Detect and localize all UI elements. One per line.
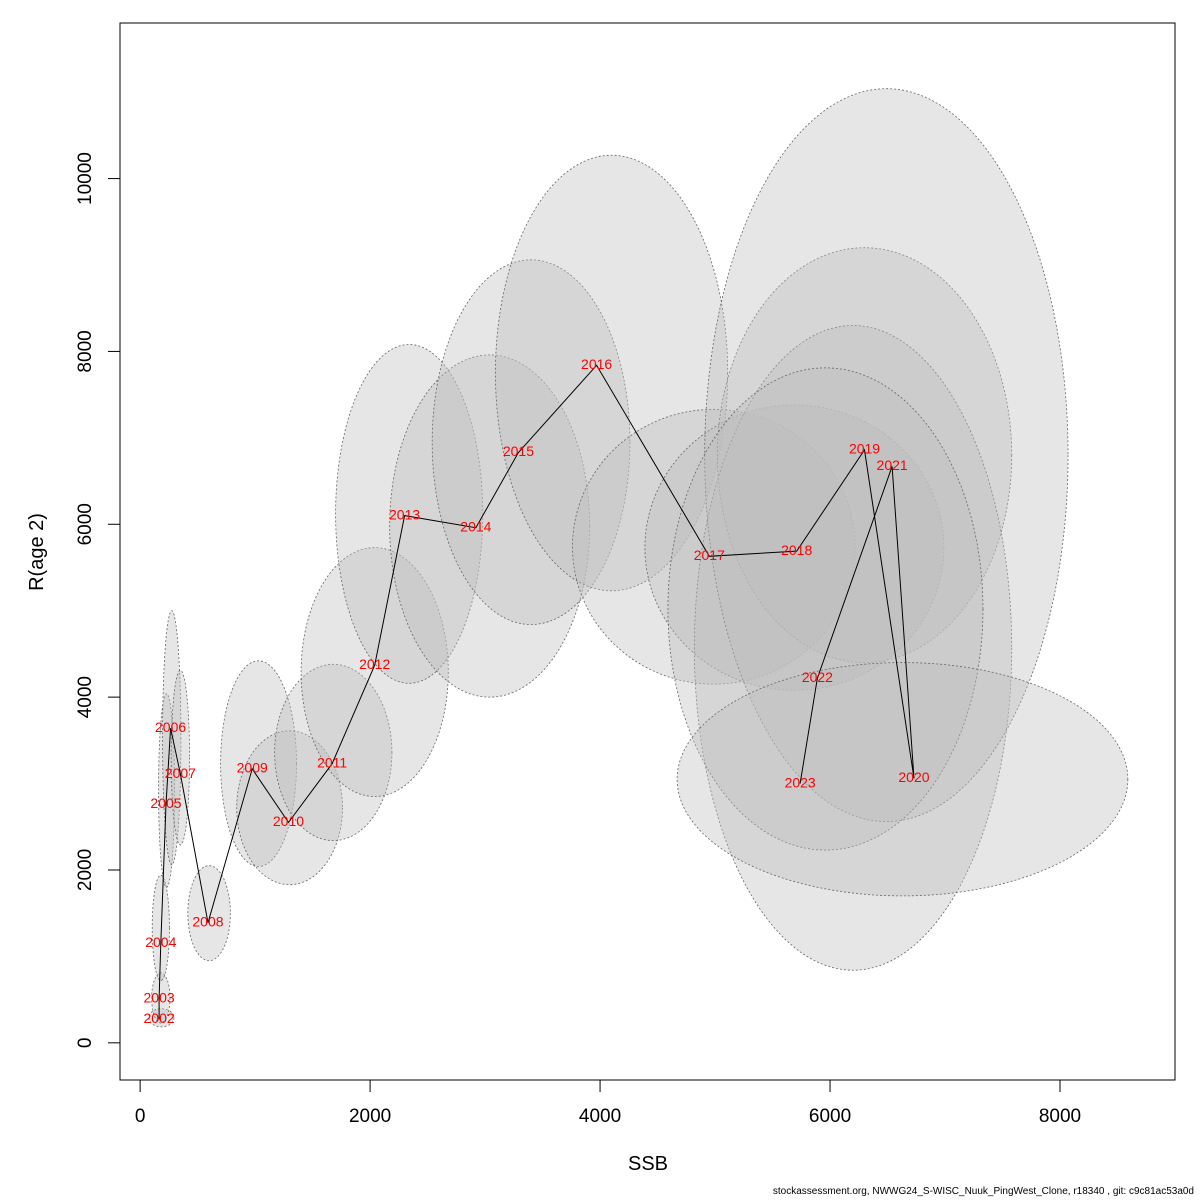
trajectory-layer	[158, 364, 915, 1020]
year-label-2006: 2006	[155, 719, 186, 735]
y-tick-label: 10000	[75, 152, 96, 205]
year-label-2008: 2008	[192, 913, 223, 929]
year-label-2011: 2011	[317, 754, 347, 770]
year-label-2012: 2012	[359, 656, 390, 672]
y-tick-label: 6000	[75, 503, 96, 545]
year-labels: 2002 2003 2004 2005 2006 2007 2008 2009 2010 2011…	[144, 356, 930, 1026]
ellipse-2015	[431, 259, 631, 625]
ellipse-2007	[170, 669, 190, 846]
ellipse-2011	[274, 663, 393, 841]
y-tick-label: 8000	[75, 330, 96, 372]
x-tick-label: 4000	[579, 1106, 621, 1127]
year-label-2019: 2019	[849, 441, 880, 457]
ellipse-2016	[495, 154, 729, 592]
trajectory-line	[158, 364, 915, 1020]
year-label-2020: 2020	[898, 769, 929, 785]
x-tick-label: 2000	[349, 1106, 391, 1127]
ellipse-2022	[667, 367, 984, 851]
x-tick-label: 6000	[809, 1106, 851, 1127]
y-tick-label: 4000	[75, 676, 96, 718]
x-tick-label: 8000	[1039, 1106, 1081, 1127]
year-label-2023: 2023	[785, 774, 816, 790]
ellipse-2008	[187, 865, 231, 962]
y-axis-title: R(age 2)	[26, 513, 48, 591]
ellipse-2012	[300, 547, 449, 797]
y-tick-label: 2000	[75, 849, 96, 891]
ellipse-2021	[704, 88, 1069, 822]
x-tick-label: 0	[135, 1106, 146, 1127]
year-label-2018: 2018	[781, 542, 812, 558]
ellipse-2014	[389, 354, 591, 698]
year-label-2010: 2010	[273, 813, 304, 829]
ellipse-2023	[676, 662, 1129, 897]
ellipse-2009	[220, 660, 297, 867]
year-label-2002: 2002	[144, 1010, 175, 1026]
year-label-2015: 2015	[503, 443, 534, 459]
ellipse-2020	[693, 325, 1013, 971]
year-label-2009: 2009	[237, 760, 268, 776]
y-tick-label: 0	[75, 1038, 96, 1049]
year-label-2005: 2005	[150, 795, 181, 811]
ellipse-2003	[151, 972, 171, 1024]
ellipse-2018	[644, 404, 945, 691]
year-label-2013: 2013	[389, 506, 420, 522]
footer-credit: stockassessment.org, NWWG24_S-WISC_Nuuk_…	[772, 1186, 1194, 1197]
ellipse-2010	[236, 730, 343, 886]
ellipse-2017	[572, 408, 856, 685]
x-axis: 0 2000 4000 6000 8000	[135, 1079, 1081, 1127]
ellipse-2013	[335, 344, 484, 684]
year-label-2016: 2016	[581, 356, 612, 372]
y-axis: 0 2000 4000 6000 8000 10000	[75, 152, 121, 1049]
ellipse-2002	[148, 1008, 175, 1028]
year-label-2014: 2014	[460, 518, 491, 534]
x-axis-title: SSB	[628, 1153, 668, 1175]
year-label-2004: 2004	[145, 934, 176, 950]
ellipse-2004	[151, 874, 170, 982]
year-label-2017: 2017	[694, 547, 725, 563]
confidence-ellipses	[148, 88, 1129, 1028]
year-label-2021: 2021	[877, 457, 908, 473]
year-label-2003: 2003	[144, 989, 175, 1005]
year-label-2007: 2007	[165, 765, 196, 781]
year-label-2022: 2022	[802, 669, 833, 685]
